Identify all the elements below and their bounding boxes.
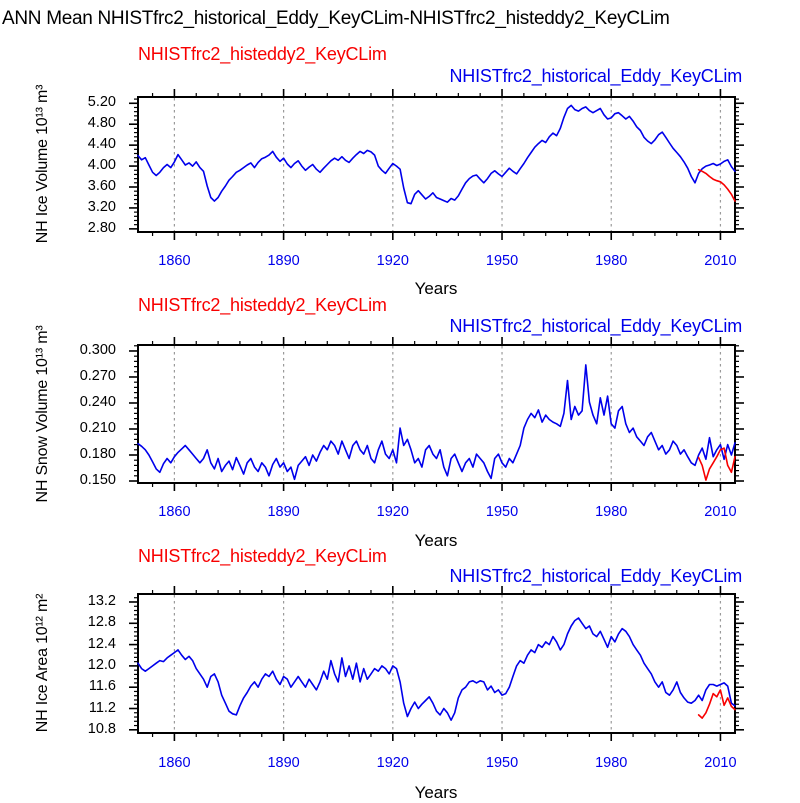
y-tick-label-4.4: 4.40 [87, 136, 116, 153]
x-tick-label-1950: 1950 [485, 253, 519, 269]
x-tick-label-2010: 2010 [704, 504, 737, 520]
y-axis-title-snow-volume: NH Snow Volume 10¹³ m³ [34, 325, 51, 503]
y-tick-label-3.2: 3.20 [87, 198, 116, 215]
legend-blue-ice-area: NHISTfrc2_historical_Eddy_KeyCLim [449, 566, 742, 586]
y-tick-label-12: 12.0 [87, 656, 116, 673]
y-tick-label-0.21: 0.210 [79, 419, 116, 436]
x-axis-title-years-3: Years [414, 783, 458, 802]
x-tick-label-1950: 1950 [485, 755, 519, 771]
y-tick-label-4.8: 4.80 [87, 115, 116, 132]
y-tick-label-12.4: 12.4 [87, 635, 116, 652]
y-tick-label-10.8: 10.8 [87, 720, 116, 737]
x-tick-label-1920: 1920 [376, 253, 409, 269]
x-tick-label-1890: 1890 [267, 755, 300, 771]
y-tick-label-0.24: 0.240 [79, 393, 116, 410]
x-tick-label-1980: 1980 [595, 253, 628, 269]
x-tick-label-1980: 1980 [595, 755, 628, 771]
x-tick-label-1890: 1890 [267, 253, 300, 269]
y-tick-label-13.2: 13.2 [87, 592, 116, 609]
series-line-bottom-NHISTfrc2_histeddy2_KeyCLim [697, 689, 736, 719]
series-line-top-NHISTfrc2_histeddy2_KeyCLim [697, 168, 736, 202]
y-axis-title-ice-volume: NH Ice Volume 10¹³ m³ [34, 84, 51, 244]
x-tick-label-1860: 1860 [158, 504, 191, 520]
x-tick-label-1950: 1950 [485, 504, 519, 520]
legend-blue-snow-volume: NHISTfrc2_historical_Eddy_KeyCLim [449, 316, 742, 336]
x-tick-label-1920: 1920 [376, 504, 409, 520]
x-tick-label-1860: 1860 [158, 253, 191, 269]
legend-red-ice-area: NHISTfrc2_histeddy2_KeyCLim [138, 546, 387, 566]
y-tick-label-0.3: 0.300 [79, 341, 116, 358]
y-tick-label-0.27: 0.270 [79, 367, 116, 384]
series-line-middle-NHISTfrc2_historical_Eddy_KeyCLim [137, 364, 736, 481]
series-line-top-NHISTfrc2_historical_Eddy_KeyCLim [137, 104, 736, 205]
x-axis-title-years-1: Years [414, 279, 458, 298]
y-tick-label-4: 4.00 [87, 157, 116, 174]
y-tick-label-5.2: 5.20 [87, 94, 116, 111]
x-tick-label-1920: 1920 [376, 755, 409, 771]
y-tick-label-0.15: 0.150 [79, 472, 116, 488]
plot-title: ANN Mean NHISTfrc2_historical_Eddy_KeyCL… [2, 8, 670, 29]
y-tick-label-3.6: 3.60 [87, 178, 116, 194]
x-tick-label-2010: 2010 [704, 253, 737, 269]
legend-red-ice-volume: NHISTfrc2_histeddy2_KeyCLim [138, 44, 387, 64]
y-tick-label-12.8: 12.8 [87, 614, 116, 631]
plot-border-top [137, 96, 736, 233]
x-tick-label-1980: 1980 [595, 504, 628, 520]
legend-red-snow-volume: NHISTfrc2_histeddy2_KeyCLim [138, 295, 387, 315]
y-tick-label-2.8: 2.80 [87, 219, 116, 236]
y-axis-title-ice-area: NH Ice Area 10¹² m² [34, 593, 51, 733]
y-tick-label-11.2: 11.2 [88, 699, 116, 716]
plot-border-middle [137, 344, 736, 484]
y-tick-label-11.6: 11.6 [88, 678, 116, 695]
x-tick-label-1860: 1860 [158, 755, 191, 771]
series-line-middle-NHISTfrc2_histeddy2_KeyCLim [697, 447, 736, 481]
series-line-bottom-NHISTfrc2_historical_Eddy_KeyCLim [137, 617, 736, 722]
y-tick-label-0.18: 0.180 [79, 446, 116, 462]
legend-blue-ice-volume: NHISTfrc2_historical_Eddy_KeyCLim [449, 66, 742, 86]
x-tick-label-2010: 2010 [704, 755, 737, 771]
x-axis-title-years-2: Years [414, 531, 458, 550]
x-tick-label-1890: 1890 [267, 504, 300, 520]
